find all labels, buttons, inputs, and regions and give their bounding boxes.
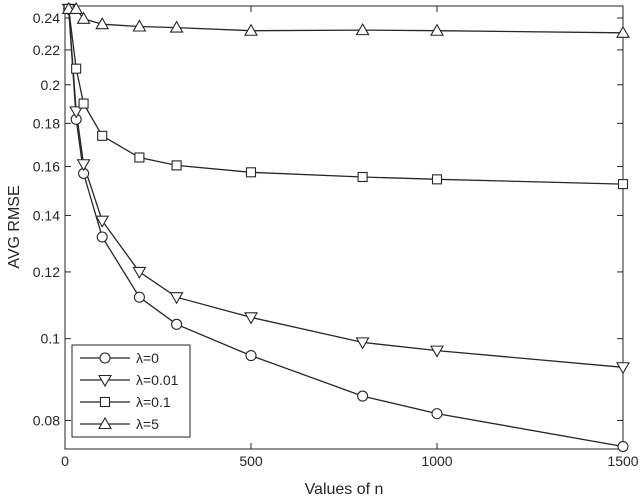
y-tick-label: 0.1 <box>41 331 61 347</box>
series-2-point <box>171 160 182 171</box>
x-tick-label: 0 <box>61 453 69 469</box>
legend-marker <box>99 396 111 408</box>
series-2-point <box>78 98 89 109</box>
series-1-point <box>95 215 110 228</box>
legend-label: λ=0.1 <box>136 394 171 410</box>
series-3-point <box>69 1 84 15</box>
series-line-0 <box>68 8 624 448</box>
series-markers <box>61 1 630 453</box>
y-tick-label: 0.14 <box>33 207 60 223</box>
legend-marker <box>98 374 112 388</box>
y-tick-label: 0.16 <box>33 159 60 175</box>
series-1-point <box>169 292 184 305</box>
series-3-point <box>76 11 91 24</box>
series-1-point <box>244 312 258 325</box>
series-2-point <box>617 179 629 190</box>
x-tick-label: 1500 <box>607 453 638 469</box>
series-2-point <box>245 167 257 178</box>
legend-marker <box>98 416 112 430</box>
series-1-point <box>132 266 147 280</box>
series-0-point <box>171 318 183 330</box>
series-1-point <box>430 345 444 358</box>
legend: λ=0 λ=0.01 λ=0.1 λ=5 <box>71 344 191 438</box>
y-tick-label: 0.08 <box>33 412 60 428</box>
series-2-point <box>431 174 443 185</box>
series-0-point <box>245 350 257 362</box>
series-2-point <box>357 171 368 183</box>
series-line-2 <box>68 8 624 185</box>
legend-label: λ=5 <box>136 416 159 432</box>
y-tick-label: 0.18 <box>33 115 60 131</box>
y-tick-label: 0.12 <box>33 264 60 280</box>
legend-label: λ=0 <box>136 350 159 366</box>
y-axis-label: AVG RMSE <box>6 185 23 268</box>
y-tick-label: 0.24 <box>33 10 60 26</box>
series-2-point <box>97 130 108 141</box>
series-1-point <box>355 337 370 350</box>
series-3-point <box>355 23 370 36</box>
series-3-point <box>132 19 147 32</box>
x-tick-label: 1000 <box>421 453 452 469</box>
y-tick-label: 0.22 <box>33 42 60 58</box>
series-0-point <box>617 440 629 453</box>
legend-label: λ=0.01 <box>136 372 179 388</box>
series-2-point <box>134 152 145 163</box>
axis-ticks: 0 500 1000 1500 0.08 0.1 0.12 0.14 0.16 0.18 0.2 0.… <box>33 6 639 469</box>
series-0-point <box>431 408 443 420</box>
x-axis-label: Values of n <box>305 481 384 498</box>
series-3-point <box>430 23 444 36</box>
legend-box <box>71 344 191 438</box>
legend-marker <box>99 352 111 364</box>
series-1-point <box>69 106 84 119</box>
series-0-point <box>96 231 108 243</box>
x-tick-label: 500 <box>239 453 263 469</box>
series-0-point <box>357 390 369 402</box>
series-0-point <box>133 291 145 303</box>
series-3-point <box>244 23 258 36</box>
series-3-point <box>95 17 110 30</box>
series-line-1 <box>68 8 624 368</box>
series-3-point <box>616 25 630 38</box>
series-2-point <box>71 63 82 74</box>
y-tick-label: 0.2 <box>41 77 61 93</box>
series-3-point <box>169 20 184 33</box>
series-1-point <box>76 159 91 172</box>
series-1-point <box>616 362 630 375</box>
